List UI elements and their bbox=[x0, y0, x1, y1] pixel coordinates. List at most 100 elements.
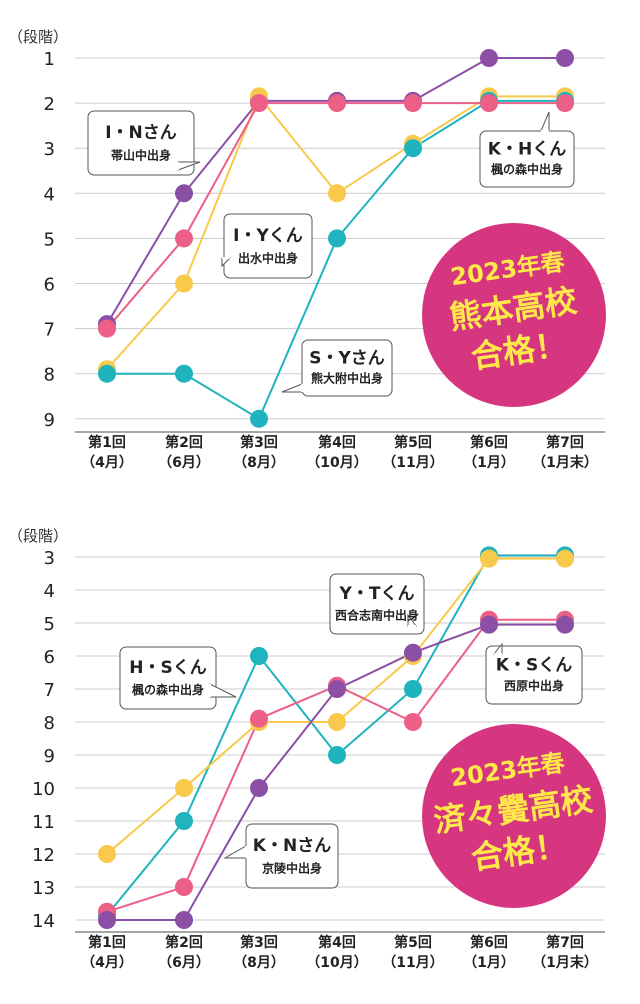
series-point bbox=[98, 364, 116, 383]
series-school-label: 熊大附中出身 bbox=[311, 371, 383, 386]
x-tick-sublabel: （1月） bbox=[463, 455, 515, 471]
series-school-label: 京陵中出身 bbox=[262, 861, 322, 876]
x-tick-label: 第7回 bbox=[546, 934, 584, 951]
series-name-label: K・Nさん bbox=[253, 836, 331, 856]
y-tick-label: 2 bbox=[44, 94, 55, 115]
series-point bbox=[480, 615, 498, 634]
x-tick-sublabel: （11月） bbox=[382, 955, 443, 971]
series-school-label: 楓の森中出身 bbox=[491, 162, 563, 177]
series-point bbox=[98, 911, 116, 929]
series-school-label: 楓の森中出身 bbox=[132, 682, 204, 697]
callout-box bbox=[119, 646, 217, 710]
x-tick-sublabel: （8月） bbox=[233, 455, 285, 471]
series-name-label: K・Hくん bbox=[488, 140, 566, 160]
series-point bbox=[556, 94, 574, 113]
series-point bbox=[250, 709, 268, 728]
series-point bbox=[250, 779, 268, 797]
x-tick-label: 第3回 bbox=[240, 934, 278, 951]
series-point bbox=[175, 779, 193, 797]
callout-box bbox=[479, 130, 575, 188]
callout-box bbox=[245, 823, 339, 889]
x-tick-sublabel: （6月） bbox=[158, 955, 210, 971]
series-point bbox=[480, 94, 498, 113]
y-tick-label: 9 bbox=[44, 746, 55, 767]
y-tick-label: 6 bbox=[44, 275, 55, 296]
series-point bbox=[328, 680, 346, 698]
y-tick-label: 3 bbox=[44, 548, 55, 569]
y-tick-label: 11 bbox=[32, 812, 55, 833]
x-tick-label: 第4回 bbox=[318, 934, 356, 951]
series-point bbox=[175, 184, 193, 203]
y-tick-label: 3 bbox=[44, 139, 55, 160]
y-tick-label: 4 bbox=[44, 581, 55, 602]
x-tick-label: 第2回 bbox=[165, 934, 203, 951]
series-point bbox=[404, 713, 422, 731]
x-tick-sublabel: （4月） bbox=[81, 955, 133, 971]
series-point bbox=[328, 746, 346, 764]
y-tick-label: 5 bbox=[44, 614, 55, 635]
chart-2: （段階） 3 4 5 6 7 8 9 10 11 12 13 14 第1回 （4月） 第2回 （6月） 第3回 （8… bbox=[8, 527, 606, 971]
y-tick-label: 6 bbox=[44, 647, 55, 668]
series-point bbox=[175, 229, 193, 248]
pass-badge bbox=[422, 223, 606, 407]
x-tick-sublabel: （6月） bbox=[158, 455, 210, 471]
y-tick-label: 5 bbox=[44, 229, 55, 250]
y-tick-label: 8 bbox=[44, 713, 55, 734]
x-tick-label: 第6回 bbox=[470, 934, 508, 951]
series-name-label: S・Yさん bbox=[309, 349, 385, 369]
y-tick-label: 13 bbox=[32, 878, 55, 899]
series-point bbox=[175, 911, 193, 929]
x-tick-label: 第2回 bbox=[165, 434, 203, 451]
series-name-label: Y・Tくん bbox=[339, 584, 415, 604]
callout-box bbox=[87, 110, 195, 176]
y-tick-label: 1 bbox=[44, 49, 55, 70]
callout-box bbox=[329, 573, 425, 635]
y-tick-label: 7 bbox=[44, 320, 55, 341]
callout-box bbox=[223, 213, 313, 279]
series-point bbox=[404, 643, 422, 662]
series-point bbox=[404, 94, 422, 113]
series-school-label: 帯山中出身 bbox=[111, 148, 171, 163]
series-point bbox=[175, 274, 193, 293]
callout-box bbox=[485, 645, 583, 705]
series-point bbox=[556, 49, 574, 67]
series-point bbox=[250, 409, 268, 428]
y-unit-label: （段階） bbox=[8, 28, 68, 46]
series-point bbox=[480, 49, 498, 67]
series-name-label: H・Sくん bbox=[129, 658, 206, 678]
x-tick-label: 第3回 bbox=[240, 434, 278, 451]
x-tick-sublabel: （1月末） bbox=[532, 954, 598, 971]
y-tick-label: 10 bbox=[32, 779, 55, 800]
x-tick-label: 第6回 bbox=[470, 434, 508, 451]
y-tick-label: 14 bbox=[32, 911, 55, 932]
series-name-label: I・Nさん bbox=[105, 123, 177, 143]
y-tick-label: 7 bbox=[44, 680, 55, 701]
series-point bbox=[556, 549, 574, 568]
x-tick-sublabel: （1月末） bbox=[532, 454, 598, 471]
series-point bbox=[98, 319, 116, 338]
callout-box bbox=[301, 339, 393, 397]
x-tick-label: 第1回 bbox=[88, 434, 126, 451]
series-point bbox=[328, 184, 346, 203]
x-tick-sublabel: （4月） bbox=[81, 455, 133, 471]
y-tick-label: 9 bbox=[44, 410, 55, 431]
series-school-label: 出水中出身 bbox=[238, 251, 298, 266]
chart-1: （段階） 1 2 3 4 5 6 7 8 9 第1回 （4月） 第2回 （6月） 第3回 （8月） 第4回 （10… bbox=[8, 28, 606, 471]
pass-badge bbox=[422, 724, 606, 908]
series-name-label: K・Sくん bbox=[496, 655, 572, 675]
x-tick-label: 第4回 bbox=[318, 434, 356, 451]
callout-pointer bbox=[281, 383, 303, 393]
x-tick-label: 第5回 bbox=[394, 434, 432, 451]
series-school-label: 西原中出身 bbox=[504, 678, 564, 693]
series-point bbox=[328, 94, 346, 113]
callout-pointer bbox=[540, 111, 550, 132]
series-point bbox=[98, 845, 116, 863]
series-point bbox=[328, 229, 346, 248]
series-point bbox=[175, 878, 193, 896]
x-tick-label: 第5回 bbox=[394, 934, 432, 951]
callout-pointer bbox=[223, 845, 247, 859]
series-point bbox=[328, 713, 346, 731]
series-point bbox=[480, 549, 498, 568]
